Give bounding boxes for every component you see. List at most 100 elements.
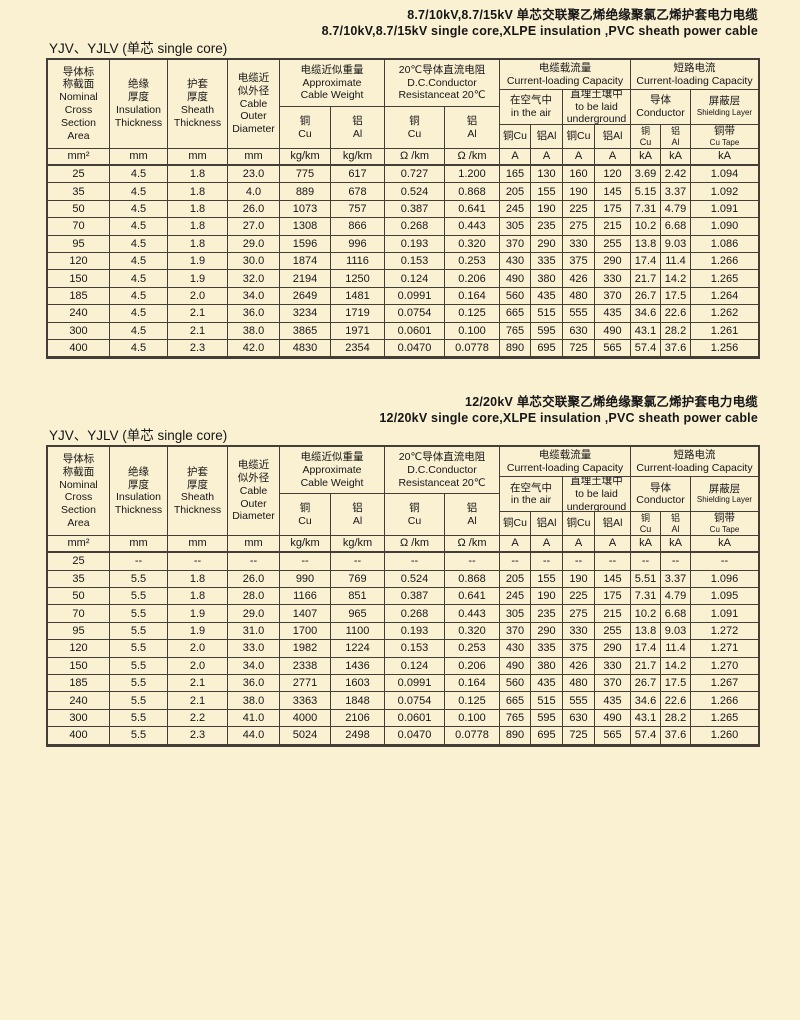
table-cell: 3.69 xyxy=(631,166,661,184)
table-cell: 9.03 xyxy=(661,235,691,253)
table-cell: 1.094 xyxy=(691,166,758,184)
table-cell: 0.124 xyxy=(385,657,445,676)
table-cell: 2106 xyxy=(331,709,385,728)
table-cell: 1.265 xyxy=(691,710,758,728)
table-cell: 765 xyxy=(500,709,531,728)
table-cell: 38.0 xyxy=(228,322,280,340)
table-cell: 6.68 xyxy=(661,218,691,236)
table-cell: 290 xyxy=(531,622,563,641)
table-cell: 235 xyxy=(531,218,563,236)
table-cell: 890 xyxy=(500,727,531,745)
table-cell: 3.37 xyxy=(661,570,691,589)
table-cell: 2.2 xyxy=(168,709,228,728)
table-cell: 1.261 xyxy=(691,323,758,340)
table-cell: 0.193 xyxy=(385,235,445,253)
t2-cutape-label-en: Cu Tape xyxy=(709,524,740,534)
t1-unit-kgkm-1: kg/km xyxy=(280,149,331,166)
t2-unit-ka-2: kA xyxy=(661,536,691,554)
table-cell: 275 xyxy=(563,605,595,623)
table-cell: 300 xyxy=(48,709,110,728)
t2-unit-a-3: A xyxy=(563,536,595,554)
table-cell: 2.3 xyxy=(168,727,228,745)
table-cell: 1.8 xyxy=(168,588,228,606)
table-cell: 1.270 xyxy=(691,658,758,676)
t2-header-dc-resistance-group: 20℃导体直流电阻 D.C.Conductor Resistanceat 20℃ xyxy=(385,447,500,495)
t2-shield-label-zh: 屏蔽层 xyxy=(708,482,741,495)
table-cell: 490 xyxy=(595,709,631,728)
t1-unit-kgkm-2: kg/km xyxy=(331,149,385,166)
table-cell: 5.5 xyxy=(110,588,168,606)
table-cell: 1073 xyxy=(280,200,331,219)
cable-table-1: 导体标 称截面 Nominal Cross Section Area 绝缘 厚度… xyxy=(46,58,760,360)
t1-unit-a-1: A xyxy=(500,149,531,166)
table-cell: 890 xyxy=(500,339,531,358)
table-cell: 1116 xyxy=(331,252,385,271)
table-cell: 330 xyxy=(595,270,631,288)
table-cell: 1.092 xyxy=(691,183,758,201)
table-cell: 4.5 xyxy=(110,322,168,340)
t2-header-underground-cu: 铜Cu xyxy=(563,512,595,537)
table-cell: -- xyxy=(331,553,385,571)
table-cell: 21.7 xyxy=(631,657,661,676)
t2-unit-mm-3: mm xyxy=(228,536,280,554)
table-cell: 4.0 xyxy=(228,183,280,201)
table-cell: 155 xyxy=(531,183,563,201)
t2-header-short-circuit-group: 短路电流 Current-loading Capacity xyxy=(631,447,758,478)
table-cell: 35 xyxy=(48,183,110,201)
table-cell: 515 xyxy=(531,305,563,323)
table-cell: 555 xyxy=(563,692,595,710)
table-cell: 240 xyxy=(48,692,110,710)
table-cell: 0.641 xyxy=(445,588,500,606)
table-cell: 95 xyxy=(48,622,110,641)
table-cell: 725 xyxy=(563,339,595,358)
table-cell: 4.5 xyxy=(110,235,168,253)
table-cell: 665 xyxy=(500,692,531,710)
table-cell: 145 xyxy=(595,183,631,201)
table-cell: 0.524 xyxy=(385,570,445,589)
table-cell: 866 xyxy=(331,218,385,236)
table-cell: 695 xyxy=(531,339,563,358)
t1-unit-mm-1: mm xyxy=(110,149,168,166)
table-cell: 0.868 xyxy=(445,183,500,201)
table-1-title-en: 8.7/10kV,8.7/15kV single core,XLPE insul… xyxy=(321,23,758,38)
table-cell: 965 xyxy=(331,605,385,623)
t2-unit-kgkm-1: kg/km xyxy=(280,536,331,554)
t1-unit-ka-1: kA xyxy=(631,149,661,166)
t2-unit-mm-2: mm xyxy=(168,536,228,554)
table-cell: 1874 xyxy=(280,252,331,271)
table-cell: 26.0 xyxy=(228,200,280,219)
table-cell: 0.268 xyxy=(385,605,445,623)
table-cell: -- xyxy=(500,553,531,571)
table-cell: 515 xyxy=(531,692,563,710)
t1-unit-ohmkm-2: Ω /km xyxy=(445,149,500,166)
table-cell: 370 xyxy=(500,622,531,641)
table-cell: 565 xyxy=(595,727,631,745)
t2-unit-a-1: A xyxy=(500,536,531,554)
table-cell: 4.79 xyxy=(661,200,691,219)
table-cell: 5.5 xyxy=(110,657,168,676)
table-cell: 765 xyxy=(500,322,531,340)
t2-header-conductor-cu: 铜 Cu xyxy=(631,512,661,537)
table-cell: 29.0 xyxy=(228,605,280,623)
table-cell: 34.0 xyxy=(228,657,280,676)
t1-unit-ohmkm-1: Ω /km xyxy=(385,149,445,166)
table-cell: 160 xyxy=(563,166,595,184)
table-cell: 290 xyxy=(531,235,563,253)
table-cell: 1224 xyxy=(331,640,385,658)
table-cell: 0.206 xyxy=(445,270,500,288)
t2-header-weight-cu: 铜 Cu xyxy=(280,494,331,537)
table-cell: 2194 xyxy=(280,270,331,288)
table-cell: 300 xyxy=(48,322,110,340)
table-cell: 10.2 xyxy=(631,605,661,623)
table-cell: 11.4 xyxy=(661,640,691,658)
table-cell: 0.153 xyxy=(385,640,445,658)
table-cell: 26.0 xyxy=(228,570,280,589)
table-cell: 370 xyxy=(595,675,631,693)
t1-shield-label-zh: 屏蔽层 xyxy=(708,95,741,108)
table-cell: 35 xyxy=(48,570,110,589)
table-cell: 2771 xyxy=(280,675,331,693)
table-cell: 335 xyxy=(531,640,563,658)
table-cell: 2.1 xyxy=(168,692,228,710)
table-cell: 400 xyxy=(48,339,110,358)
table-cell: 26.7 xyxy=(631,287,661,306)
